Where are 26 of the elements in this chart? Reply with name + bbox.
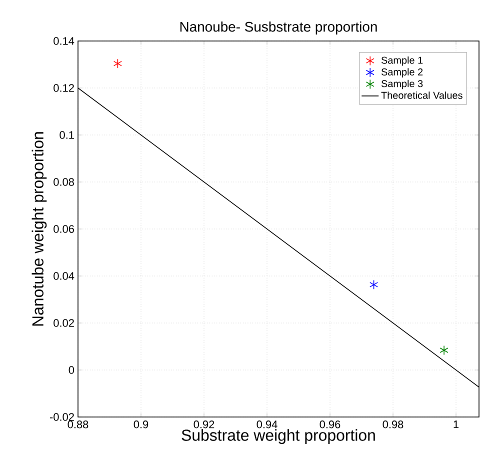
- x-tick-label: 0.88: [68, 420, 88, 428]
- y-tick-label: 0.02: [54, 319, 74, 327]
- x-tick-label: 0.9: [134, 420, 148, 428]
- y-tick-label: 0.1: [60, 131, 74, 139]
- y-tick-label: 0.12: [54, 84, 74, 92]
- x-tick-label: 0.96: [320, 420, 340, 428]
- y-tick-label: -0.02: [50, 413, 74, 421]
- y-tick-label: 0.14: [54, 37, 74, 45]
- y-tick-label: 0: [68, 366, 74, 374]
- x-tick-label: 1: [454, 420, 459, 428]
- point: [113, 58, 122, 68]
- x-axis-title: Substrate weight proportion: [182, 429, 375, 444]
- x-tick-label: 0.94: [256, 420, 278, 428]
- y-tick-label: 0.08: [54, 178, 74, 186]
- point: [370, 280, 378, 290]
- y-tick-label: 0.06: [54, 225, 74, 233]
- y-axis-title: Nanotube weight proportion: [32, 132, 47, 326]
- y-tick-label: 0.04: [54, 272, 74, 280]
- x-tick-label: 0.92: [194, 420, 214, 428]
- legend-label: Theoretical Values: [381, 92, 462, 99]
- chart-title: Nanoube- Susbstrate proportion: [180, 21, 377, 34]
- legend-label: Sample 3: [381, 80, 423, 90]
- point: [440, 345, 448, 356]
- legend-label: Sample 2: [381, 68, 423, 78]
- x-tick-label: 0.98: [382, 420, 404, 428]
- legend-label: Sample 1: [381, 56, 423, 66]
